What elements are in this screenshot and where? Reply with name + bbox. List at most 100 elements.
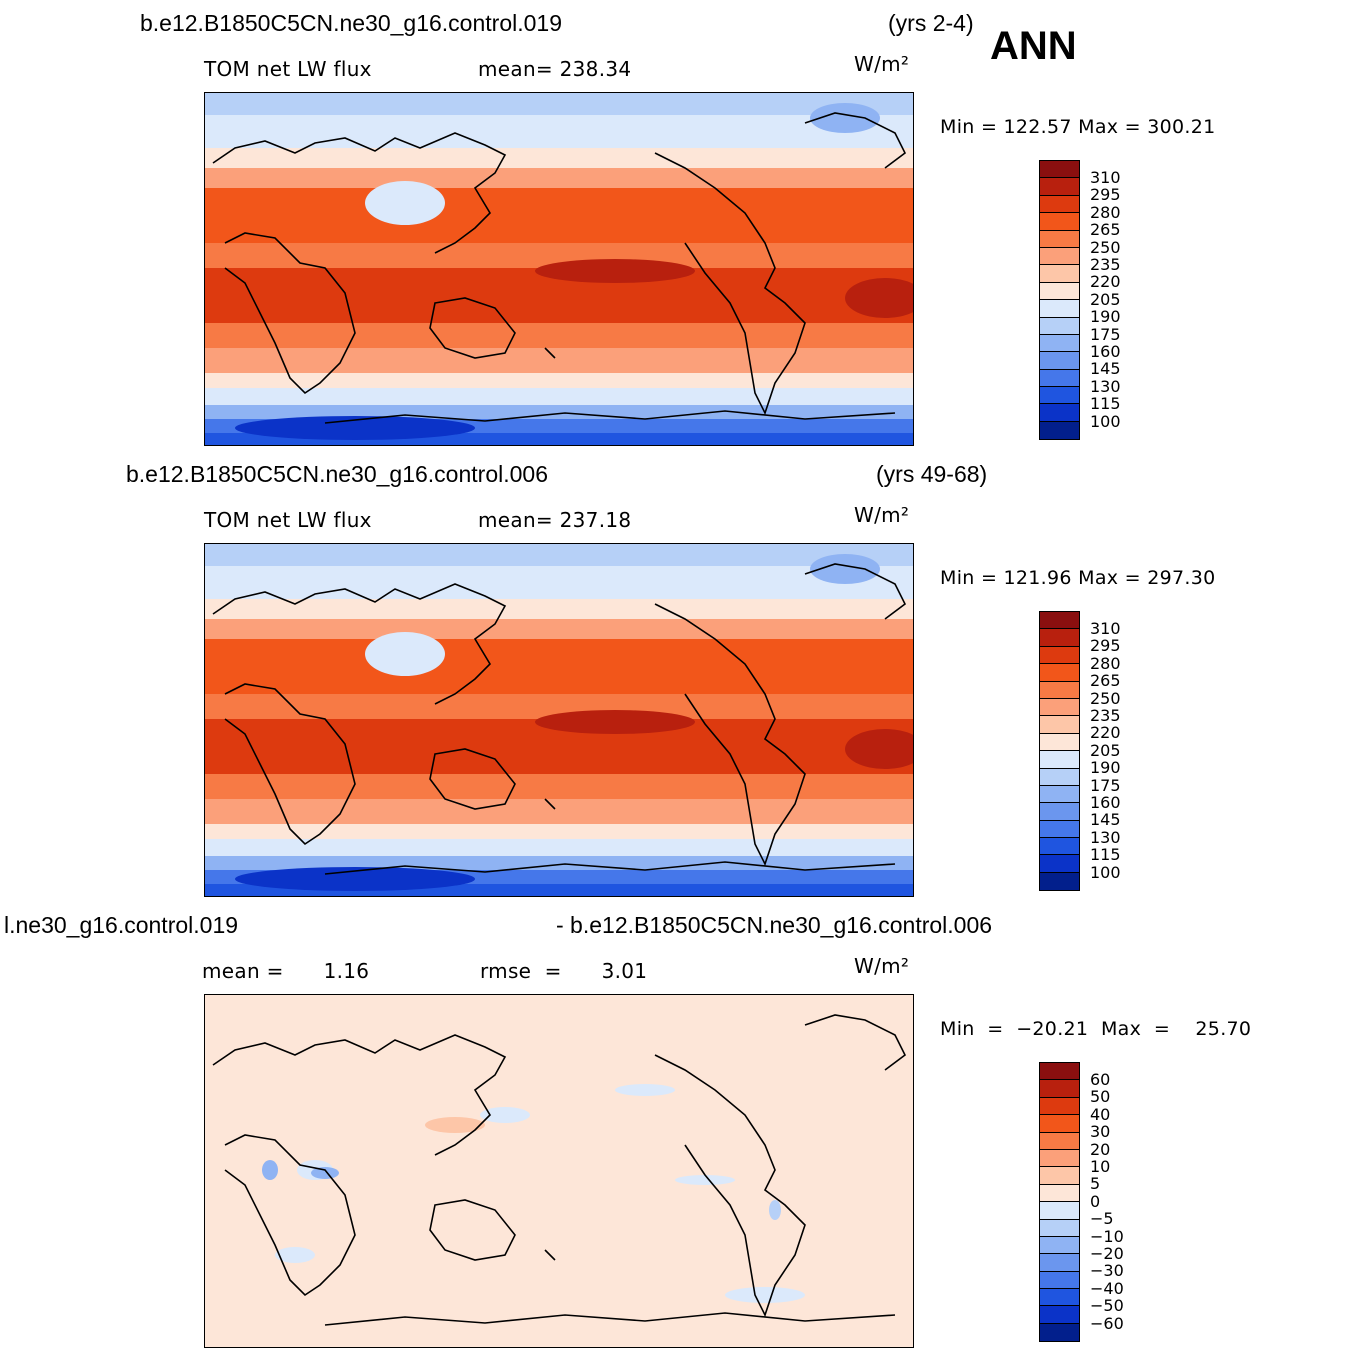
- panel2-mean: mean= 237.18: [478, 508, 632, 532]
- panel1-map: [204, 92, 914, 446]
- colorbar-tick-label: 250: [1090, 688, 1121, 708]
- panel2-years: (yrs 49-68): [876, 461, 988, 487]
- colorbar-swatch: [1040, 1254, 1079, 1272]
- colorbar-tick-label: 5: [1090, 1174, 1101, 1194]
- colorbar-swatch: [1040, 698, 1079, 717]
- colorbar-tick-label: 295: [1090, 185, 1121, 205]
- colorbar-tick-label: 205: [1090, 289, 1121, 309]
- colorbar-swatch: [1040, 1289, 1079, 1307]
- colorbar-swatch: [1040, 803, 1079, 821]
- panel3-case-title-right: - b.e12.B1850C5CN.ne30_g16.control.006: [556, 912, 993, 938]
- colorbar-swatch: [1040, 1097, 1079, 1116]
- panel1-variable: TOM net LW flux: [204, 57, 372, 81]
- panel1-map-field: [205, 93, 913, 445]
- panel3-rmse: rmse = 3.01: [480, 959, 648, 983]
- colorbar-swatch: [1040, 1149, 1079, 1168]
- colorbar-swatch: [1040, 282, 1079, 301]
- panel3-map: [204, 994, 914, 1348]
- colorbar-swatch: [1040, 646, 1079, 665]
- panel3-colorbar: [1039, 1062, 1080, 1343]
- colorbar-tick-label: 30: [1090, 1122, 1111, 1142]
- colorbar-tick-label: 235: [1090, 706, 1121, 725]
- colorbar-tick-label: 130: [1090, 376, 1121, 396]
- colorbar-swatch: [1040, 612, 1079, 630]
- panel2-map: [204, 543, 914, 897]
- colorbar-swatch: [1040, 213, 1079, 231]
- colorbar-tick-label: 175: [1090, 775, 1121, 795]
- colorbar-swatch: [1040, 855, 1079, 873]
- colorbar-swatch: [1040, 387, 1079, 405]
- colorbar-swatch: [1040, 1167, 1079, 1185]
- colorbar-swatch: [1040, 1184, 1079, 1203]
- panel1-units: W/m²: [854, 52, 910, 76]
- colorbar-tick-label: 145: [1090, 810, 1121, 830]
- panel1-years: (yrs 2-4): [888, 10, 974, 36]
- colorbar-tick-label: 130: [1090, 827, 1121, 847]
- colorbar-tick-label: 100: [1090, 862, 1121, 882]
- colorbar-swatch: [1040, 785, 1079, 804]
- colorbar-swatch: [1040, 178, 1079, 196]
- colorbar-tick-label: 265: [1090, 671, 1121, 691]
- colorbar-tick-label: 280: [1090, 202, 1121, 222]
- panel1-colorbar: [1039, 160, 1080, 441]
- colorbar-swatch: [1040, 317, 1079, 335]
- colorbar-swatch: [1040, 1063, 1079, 1081]
- colorbar-swatch: [1040, 716, 1079, 734]
- colorbar-tick-label: 280: [1090, 653, 1121, 673]
- colorbar-swatch: [1040, 1080, 1079, 1098]
- colorbar-tick-label: −40: [1090, 1278, 1124, 1298]
- colorbar-tick-label: 205: [1090, 740, 1121, 760]
- colorbar-swatch: [1040, 334, 1079, 353]
- colorbar-swatch: [1040, 352, 1079, 370]
- colorbar-tick-label: 190: [1090, 758, 1121, 778]
- colorbar-tick-label: 20: [1090, 1139, 1111, 1159]
- colorbar-tick-label: 220: [1090, 723, 1121, 743]
- panel3-min-max: Min = −20.21 Max = 25.70: [940, 1018, 1252, 1040]
- panel3-map-field: [205, 995, 913, 1347]
- colorbar-swatch: [1040, 1132, 1079, 1150]
- colorbar-tick-label: 50: [1090, 1087, 1111, 1107]
- colorbar-swatch: [1040, 404, 1079, 422]
- colorbar-swatch: [1040, 664, 1079, 682]
- colorbar-swatch: [1040, 768, 1079, 786]
- colorbar-swatch: [1040, 751, 1079, 769]
- colorbar-swatch: [1040, 369, 1079, 388]
- colorbar-tick-label: 190: [1090, 307, 1121, 327]
- colorbar-tick-label: 310: [1090, 168, 1121, 187]
- colorbar-tick-label: 0: [1090, 1191, 1101, 1211]
- colorbar-swatch: [1040, 820, 1079, 839]
- panel3-mean: mean = 1.16: [202, 959, 370, 983]
- colorbar-swatch: [1040, 838, 1079, 856]
- colorbar-swatch: [1040, 1115, 1079, 1133]
- colorbar-swatch: [1040, 195, 1079, 214]
- colorbar-swatch: [1040, 230, 1079, 248]
- colorbar-tick-label: 250: [1090, 237, 1121, 257]
- colorbar-tick-label: 40: [1090, 1104, 1111, 1124]
- colorbar-swatch: [1040, 1306, 1079, 1324]
- colorbar-tick-label: 310: [1090, 619, 1121, 638]
- colorbar-tick-label: −60: [1090, 1313, 1124, 1333]
- colorbar-swatch: [1040, 1236, 1079, 1255]
- colorbar-tick-label: −10: [1090, 1226, 1124, 1246]
- colorbar-swatch: [1040, 1202, 1079, 1220]
- panel2-variable: TOM net LW flux: [204, 508, 372, 532]
- colorbar-tick-label: 145: [1090, 359, 1121, 379]
- colorbar-swatch: [1040, 872, 1079, 891]
- panel1-case-title: b.e12.B1850C5CN.ne30_g16.control.019: [140, 10, 562, 36]
- colorbar-tick-label: −20: [1090, 1244, 1124, 1263]
- colorbar-swatch: [1040, 421, 1079, 440]
- season-label: ANN: [990, 24, 1077, 68]
- colorbar-tick-label: 295: [1090, 636, 1121, 656]
- colorbar-swatch: [1040, 681, 1079, 699]
- colorbar-tick-label: −30: [1090, 1261, 1124, 1281]
- panel3-units: W/m²: [854, 954, 910, 978]
- colorbar-tick-label: −50: [1090, 1296, 1124, 1316]
- colorbar-swatch: [1040, 1219, 1079, 1237]
- colorbar-tick-label: 265: [1090, 220, 1121, 240]
- colorbar-swatch: [1040, 629, 1079, 647]
- colorbar-swatch: [1040, 265, 1079, 283]
- colorbar-tick-label: 235: [1090, 255, 1121, 274]
- colorbar-tick-label: 115: [1090, 394, 1121, 414]
- colorbar-swatch: [1040, 1323, 1079, 1342]
- colorbar-tick-label: 10: [1090, 1157, 1111, 1176]
